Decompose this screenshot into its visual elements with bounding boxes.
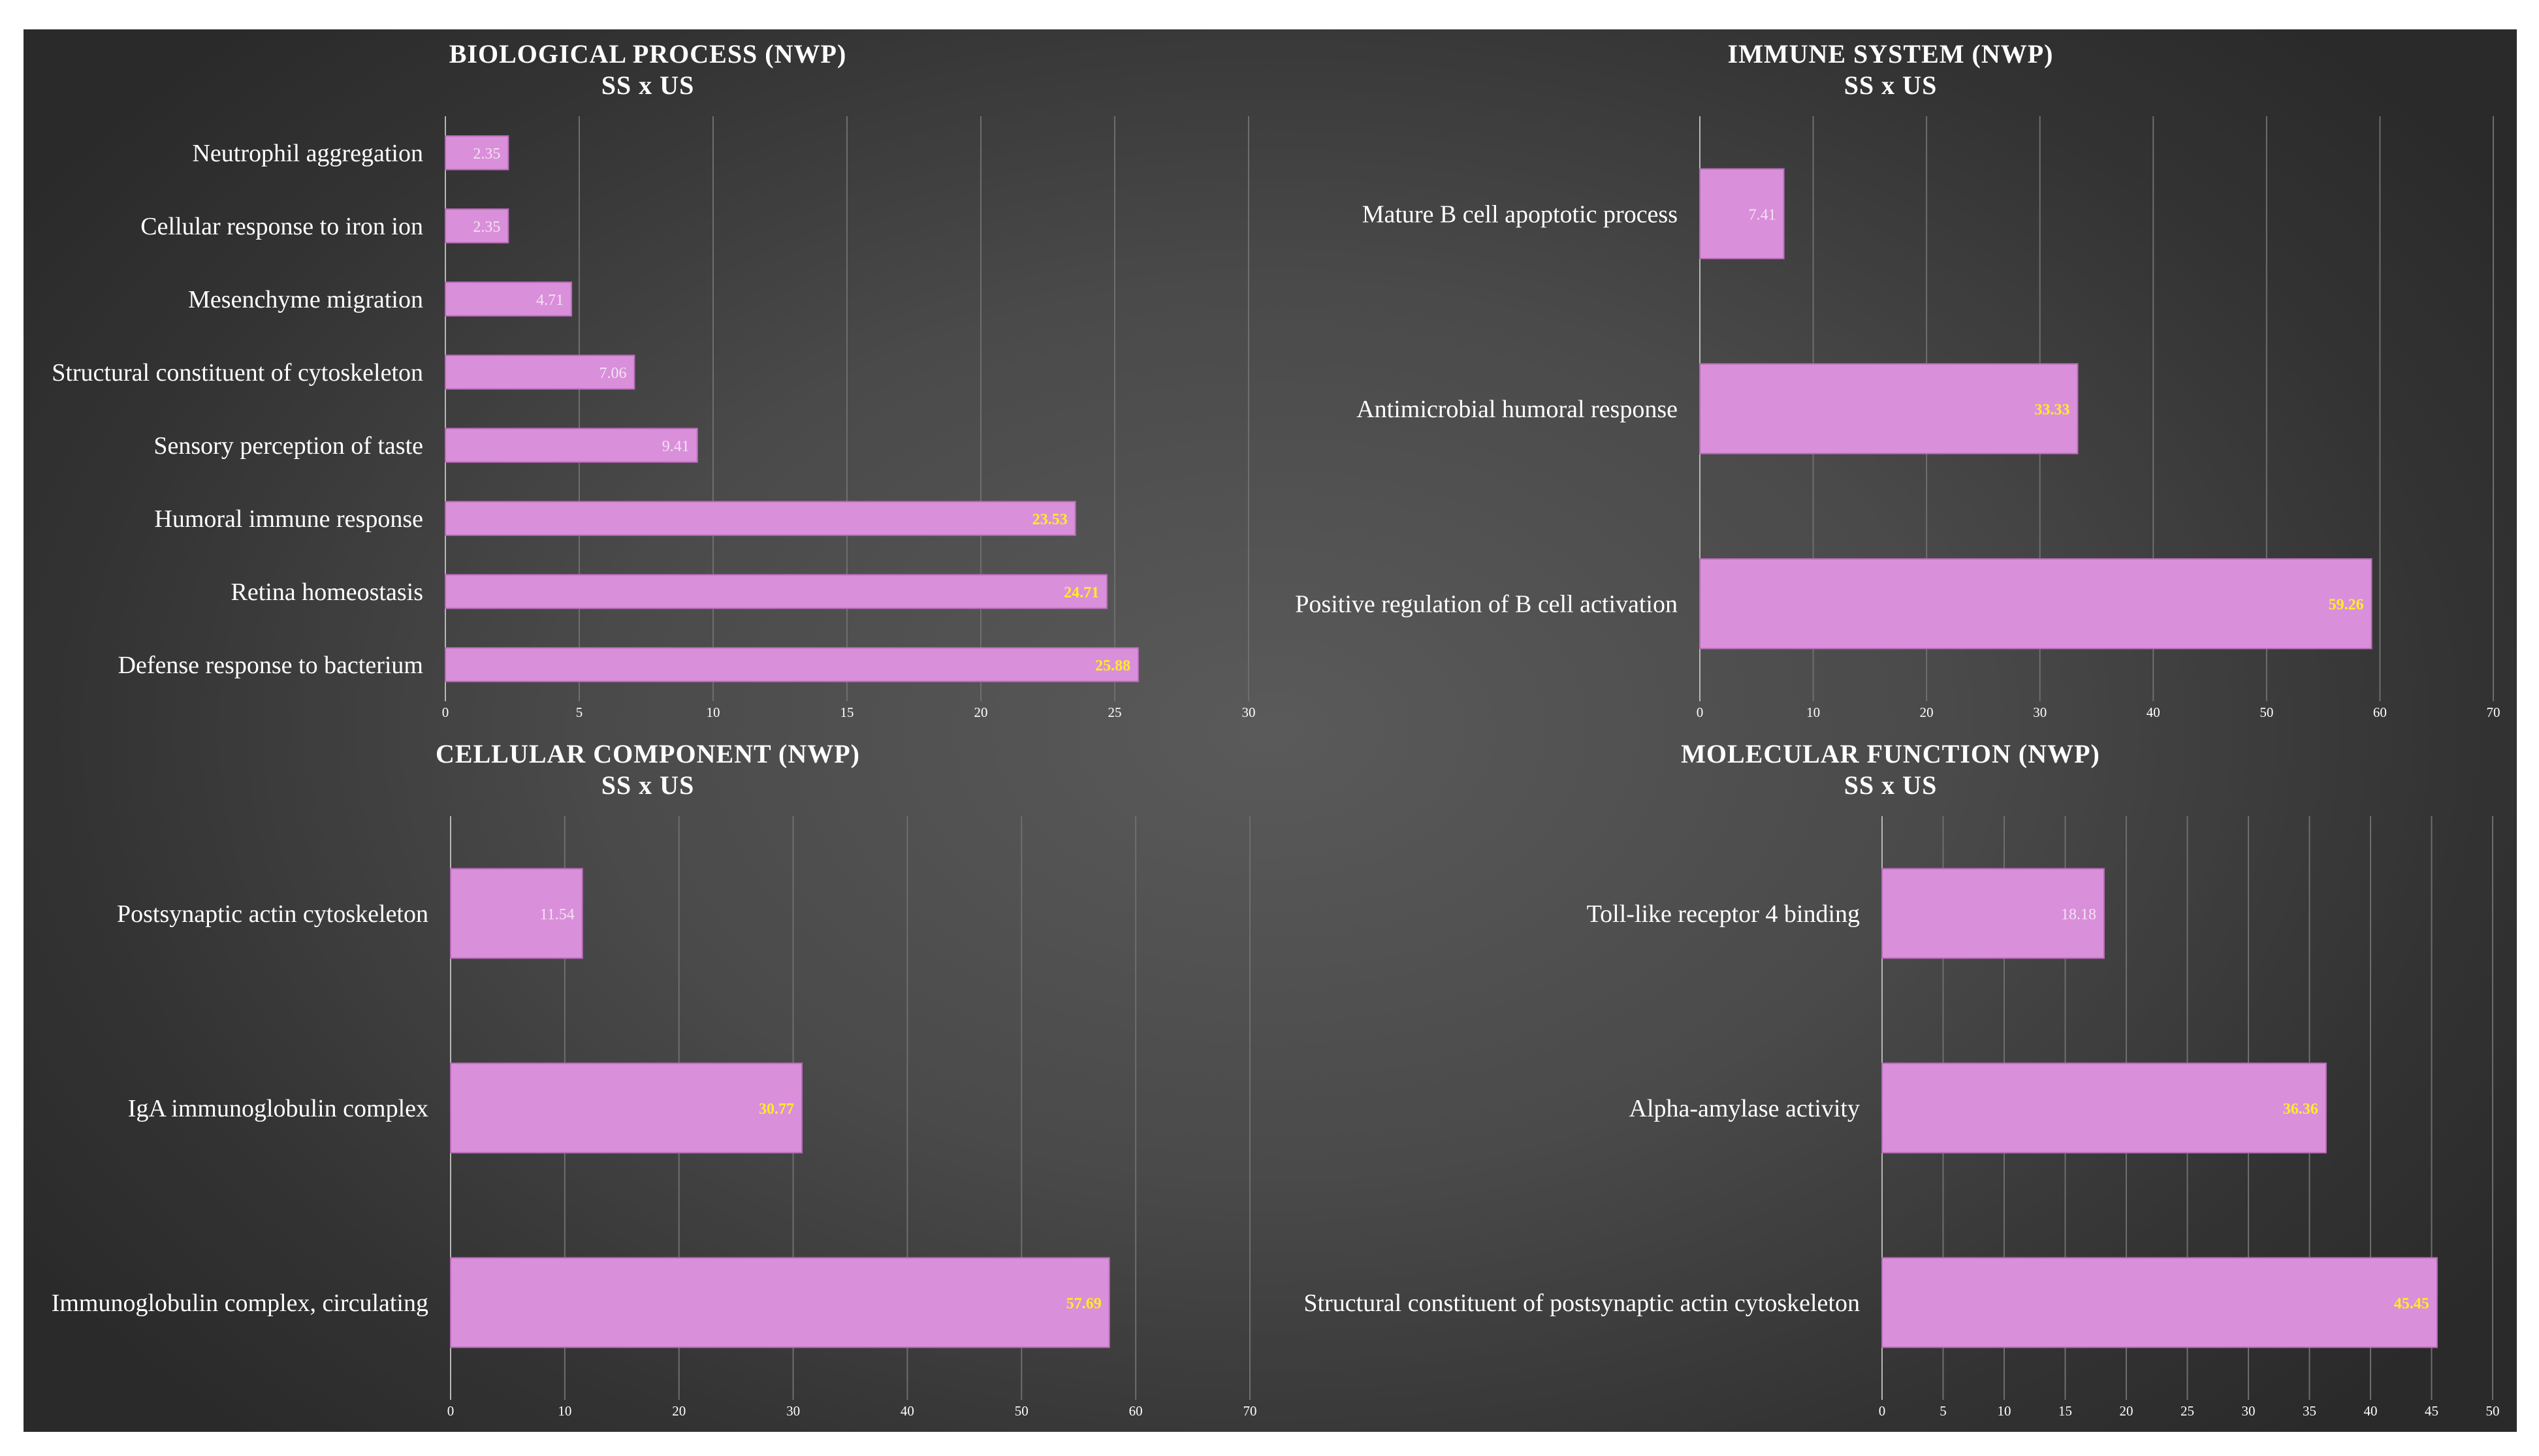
data-label: 25.88 (1095, 657, 1130, 674)
data-label: 7.41 (1749, 206, 1776, 223)
data-label: 11.54 (540, 906, 575, 923)
bar (1881, 868, 2105, 959)
bar (445, 281, 573, 317)
data-label: 30.77 (759, 1101, 794, 1118)
bar (450, 1062, 803, 1154)
bar (1881, 1257, 2438, 1348)
data-label: 23.53 (1032, 511, 1068, 528)
x-tick-label: 10 (1806, 704, 1820, 720)
x-tick-label: 30 (2033, 704, 2047, 720)
bar (445, 428, 698, 463)
chart-title: CELLULAR COMPONENT (NWP) (436, 739, 860, 768)
x-tick-label: 50 (2260, 704, 2273, 720)
data-label: 4.71 (536, 292, 564, 309)
chart-panel (24, 29, 2517, 1432)
category-label: Neutrophil aggregation (192, 140, 423, 167)
x-tick-label: 70 (2487, 704, 2500, 720)
category-label: Structural constituent of postsynaptic a… (1303, 1290, 1860, 1317)
bar (445, 355, 635, 390)
bar (450, 868, 583, 959)
x-tick-label: 60 (1129, 1403, 1143, 1419)
chart-subtitle: SS x US (1844, 71, 1938, 100)
chart-title: MOLECULAR FUNCTION (NWP) (1681, 739, 2100, 768)
x-tick-label: 10 (1998, 1403, 2011, 1419)
x-tick-label: 25 (1108, 704, 1122, 720)
data-label: 9.41 (662, 438, 690, 455)
data-label: 2.35 (473, 219, 500, 236)
x-tick-label: 30 (786, 1403, 800, 1419)
category-label: Positive regulation of B cell activation (1295, 591, 1678, 618)
category-label: Mature B cell apoptotic process (1362, 200, 1678, 228)
data-label: 57.69 (1066, 1295, 1102, 1312)
data-label: 45.45 (2394, 1295, 2429, 1312)
x-tick-label: 30 (2242, 1403, 2256, 1419)
data-label: 33.33 (2035, 402, 2070, 419)
x-tick-label: 50 (1015, 1403, 1029, 1419)
x-tick-label: 10 (707, 704, 720, 720)
bar (1699, 168, 1785, 260)
chart-subtitle: SS x US (1844, 770, 1938, 800)
x-tick-label: 20 (2120, 1403, 2133, 1419)
x-tick-label: 30 (1242, 704, 1256, 720)
data-label: 7.06 (599, 365, 626, 382)
bar (1881, 1062, 2327, 1154)
category-label: Cellular response to iron ion (140, 213, 423, 240)
bar (1699, 363, 2079, 454)
x-tick-label: 20 (974, 704, 988, 720)
data-label: 24.71 (1064, 584, 1099, 601)
x-tick-label: 0 (1879, 1403, 1886, 1419)
x-tick-label: 0 (447, 1403, 455, 1419)
x-tick-label: 60 (2373, 704, 2387, 720)
chart-title: IMMUNE SYSTEM (NWP) (1728, 39, 2054, 69)
data-label: 18.18 (2061, 906, 2096, 923)
x-tick-label: 25 (2180, 1403, 2194, 1419)
x-tick-label: 15 (840, 704, 854, 720)
chart-subtitle: SS x US (601, 770, 695, 800)
category-label: IgA immunoglobulin complex (128, 1095, 428, 1122)
x-tick-label: 40 (2147, 704, 2160, 720)
bar (445, 647, 1140, 682)
category-label: Humoral immune response (154, 505, 423, 533)
x-tick-label: 20 (672, 1403, 686, 1419)
data-label: 59.26 (2329, 597, 2364, 614)
category-label: Toll-like receptor 4 binding (1587, 900, 1860, 928)
category-label: Retina homeostasis (231, 578, 423, 606)
bar (445, 574, 1108, 609)
category-label: Structural constituent of cytoskeleton (52, 359, 423, 387)
x-tick-label: 40 (2364, 1403, 2378, 1419)
bar (445, 501, 1076, 536)
category-label: Sensory perception of taste (153, 432, 423, 460)
data-label: 36.36 (2283, 1101, 2318, 1118)
bar (450, 1257, 1110, 1348)
category-label: Defense response to bacterium (118, 652, 423, 679)
category-label: Postsynaptic actin cytoskeleton (117, 900, 428, 928)
bar (445, 135, 509, 170)
x-tick-label: 70 (1243, 1403, 1257, 1419)
category-label: Alpha-amylase activity (1629, 1095, 1860, 1122)
chart-subtitle: SS x US (601, 71, 695, 100)
x-tick-label: 20 (1920, 704, 1934, 720)
chart-title: BIOLOGICAL PROCESS (NWP) (449, 39, 847, 69)
category-label: Antimicrobial humoral response (1356, 396, 1678, 423)
x-tick-label: 40 (901, 1403, 914, 1419)
x-tick-label: 15 (2058, 1403, 2072, 1419)
x-tick-label: 5 (1940, 1403, 1947, 1419)
category-label: Mesenchyme migration (188, 286, 423, 313)
bar (1699, 558, 2372, 650)
x-tick-label: 0 (1697, 704, 1704, 720)
x-tick-label: 5 (576, 704, 583, 720)
x-tick-label: 10 (558, 1403, 571, 1419)
x-tick-label: 50 (2486, 1403, 2500, 1419)
x-tick-label: 0 (442, 704, 449, 720)
data-label: 2.35 (473, 146, 500, 163)
bar (445, 208, 509, 244)
category-label: Immunoglobulin complex, circulating (52, 1290, 428, 1317)
x-tick-label: 35 (2303, 1403, 2316, 1419)
x-tick-label: 45 (2425, 1403, 2438, 1419)
